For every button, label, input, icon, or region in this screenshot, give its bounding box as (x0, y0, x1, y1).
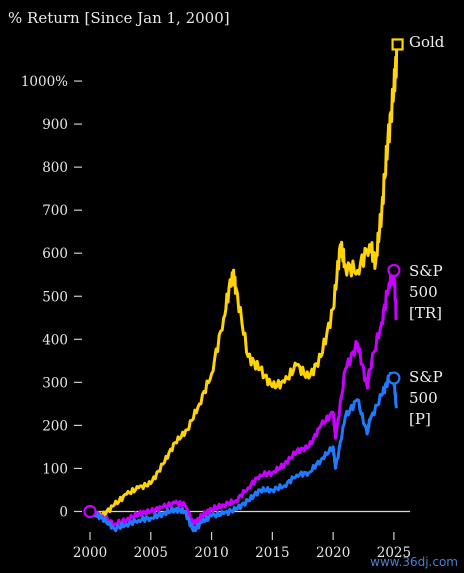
y-tick-label: 600 (42, 246, 68, 262)
y-tick-label: 1000% (21, 74, 68, 90)
series-label-line: [P] (409, 410, 431, 428)
series-end-marker (387, 371, 401, 385)
series-label-line: Gold (409, 33, 445, 51)
y-tick-label: 500 (42, 289, 68, 305)
y-tick-label: 900 (42, 117, 68, 133)
y-tick-label: 700 (42, 203, 68, 219)
series-layer (83, 38, 404, 533)
y-axis-ticks: 0 100 200 300 400 500 600 700 800 900 1000% (21, 74, 82, 520)
x-tick-label: 2000 (73, 545, 107, 561)
y-tick-label: 0 (59, 504, 68, 520)
series-label: S&P 500 [TR] (409, 262, 443, 322)
series-label: Gold (409, 33, 445, 51)
x-tick-label: 2015 (255, 545, 289, 561)
x-tick-label: 2005 (134, 545, 168, 561)
x-tick-label: 2025 (377, 545, 411, 561)
y-tick-label: 400 (42, 332, 68, 348)
series-label: S&P 500 [P] (409, 368, 443, 428)
series-line (88, 268, 398, 528)
watermark: www.36dj.com (370, 555, 458, 569)
y-tick-label: 800 (42, 160, 68, 176)
x-axis-ticks: 2000 2005 2010 2015 2020 2025 (73, 532, 411, 561)
chart-title: % Return [Since Jan 1, 2000] (8, 9, 230, 27)
series-labels: Gold S&P 500 [TR] S&P 500 [P] (409, 33, 445, 428)
series-label-line: 500 (409, 389, 438, 407)
series-label-line: S&P (409, 262, 443, 280)
series-label-line: 500 (409, 283, 438, 301)
series-start-marker (83, 504, 97, 519)
series-label-line: [TR] (409, 304, 442, 322)
series-end-marker (387, 263, 401, 278)
y-tick-label: 100 (42, 461, 68, 477)
series-line (88, 43, 400, 518)
series-end-marker (391, 38, 404, 51)
series-label-line: S&P (409, 368, 443, 386)
x-tick-label: 2010 (194, 545, 228, 561)
y-tick-label: 200 (42, 418, 68, 434)
x-tick-label: 2020 (316, 545, 350, 561)
y-tick-label: 300 (42, 375, 68, 391)
series-line (88, 371, 398, 533)
